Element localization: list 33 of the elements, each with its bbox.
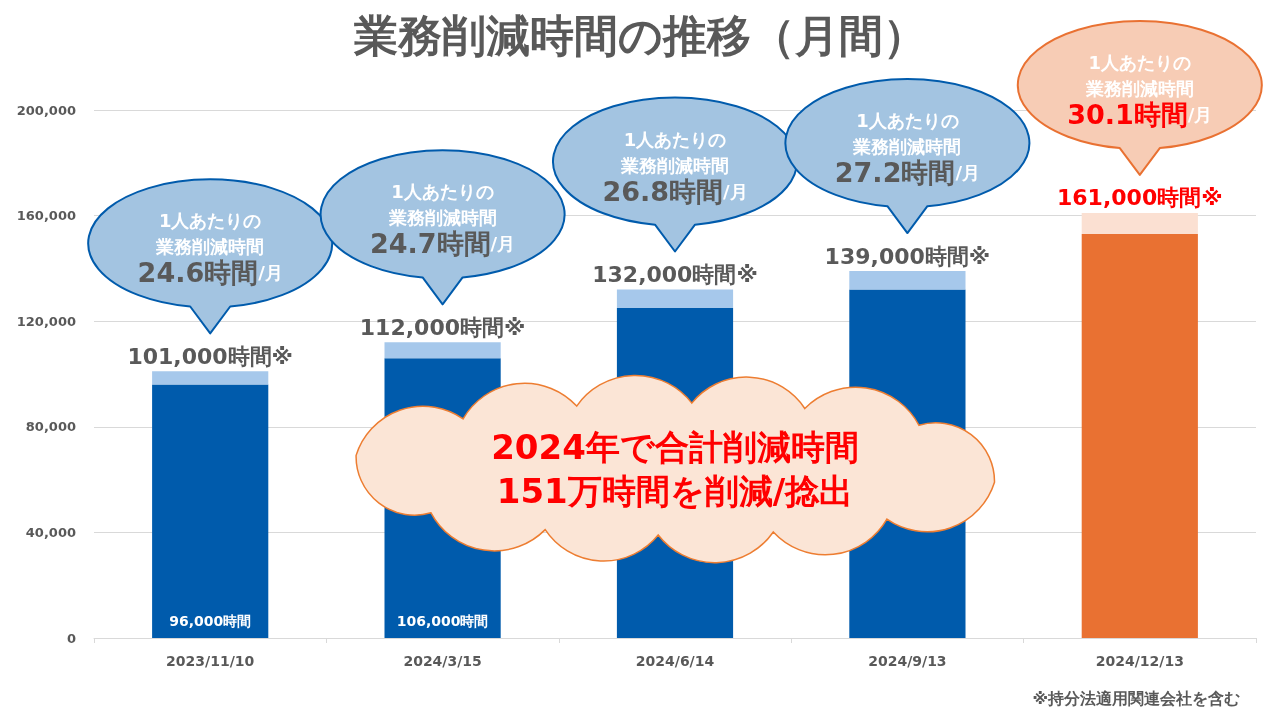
- bar: [849, 271, 966, 290]
- bar: [1081, 212, 1198, 235]
- chart-title: 業務削減時間の推移（月間）: [352, 9, 927, 61]
- data-label: 106,000時間: [396, 613, 489, 629]
- y-tick-label: 200,000: [16, 102, 76, 118]
- annotation: 2024年で合計削減時間 151万時間を削減/捻出: [491, 427, 859, 512]
- x-tick-label: 2024/6/14: [635, 653, 715, 669]
- total-label: 139,000時間※: [824, 243, 991, 269]
- x-tick-label: 2023/11/10: [166, 653, 255, 669]
- text: ※持分法適用関連会社を含む: [1032, 688, 1240, 708]
- total-label: 101,000時間※: [127, 343, 293, 369]
- data-label: 96,000時間: [169, 613, 252, 629]
- y-tick-label: 160,000: [16, 208, 76, 224]
- bar: [152, 371, 269, 385]
- y-tick-label: 40,000: [25, 524, 76, 540]
- bar: [152, 384, 269, 638]
- x-tick-label: 2024/12/13: [1095, 653, 1184, 669]
- annotation: 1人あたりの業務削減時間30.1時間/月: [1067, 51, 1213, 130]
- y-tick-label: 80,000: [25, 419, 76, 435]
- total-label: 132,000時間※: [592, 262, 758, 288]
- annotation: 1人あたりの業務削減時間24.6時間/月: [137, 209, 283, 288]
- annotation: 1人あたりの業務削減時間24.7時間/月: [370, 180, 516, 259]
- x-tick-label: 2024/3/15: [403, 653, 482, 669]
- annotation: 1人あたりの業務削減時間27.2時間/月: [834, 109, 980, 188]
- annotation: 1人あたりの業務削減時間26.8時間/月: [602, 128, 748, 207]
- total-label: 161,000時間※: [1057, 185, 1223, 211]
- bar: [384, 342, 501, 359]
- y-tick-label: 120,000: [16, 313, 76, 329]
- bar: [616, 289, 734, 308]
- x-tick-label: 2024/9/13: [868, 653, 947, 669]
- total-label: 112,000時間※: [359, 314, 526, 340]
- y-tick-label: 0: [66, 630, 76, 646]
- bar: [1081, 234, 1198, 638]
